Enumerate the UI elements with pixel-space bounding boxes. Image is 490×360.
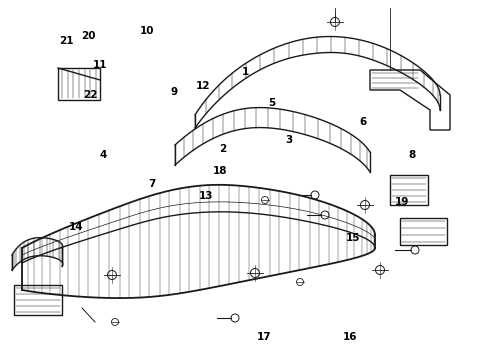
Text: 12: 12 (196, 81, 211, 91)
Text: 17: 17 (257, 332, 272, 342)
Text: 15: 15 (345, 233, 360, 243)
Text: 13: 13 (198, 191, 213, 201)
Text: 10: 10 (140, 26, 154, 36)
Text: 11: 11 (93, 60, 108, 70)
Text: 21: 21 (59, 36, 74, 46)
Text: 5: 5 (269, 98, 275, 108)
Text: 3: 3 (286, 135, 293, 145)
Text: 19: 19 (394, 197, 409, 207)
Text: 7: 7 (148, 179, 156, 189)
Text: 22: 22 (83, 90, 98, 100)
Text: 20: 20 (81, 31, 96, 41)
Text: 8: 8 (408, 150, 415, 160)
Text: 1: 1 (242, 67, 248, 77)
Text: 6: 6 (359, 117, 366, 127)
Text: 18: 18 (213, 166, 228, 176)
Text: 9: 9 (171, 87, 177, 97)
Text: 14: 14 (69, 222, 83, 232)
Text: 2: 2 (220, 144, 226, 154)
Text: 16: 16 (343, 332, 358, 342)
Text: 4: 4 (99, 150, 107, 160)
